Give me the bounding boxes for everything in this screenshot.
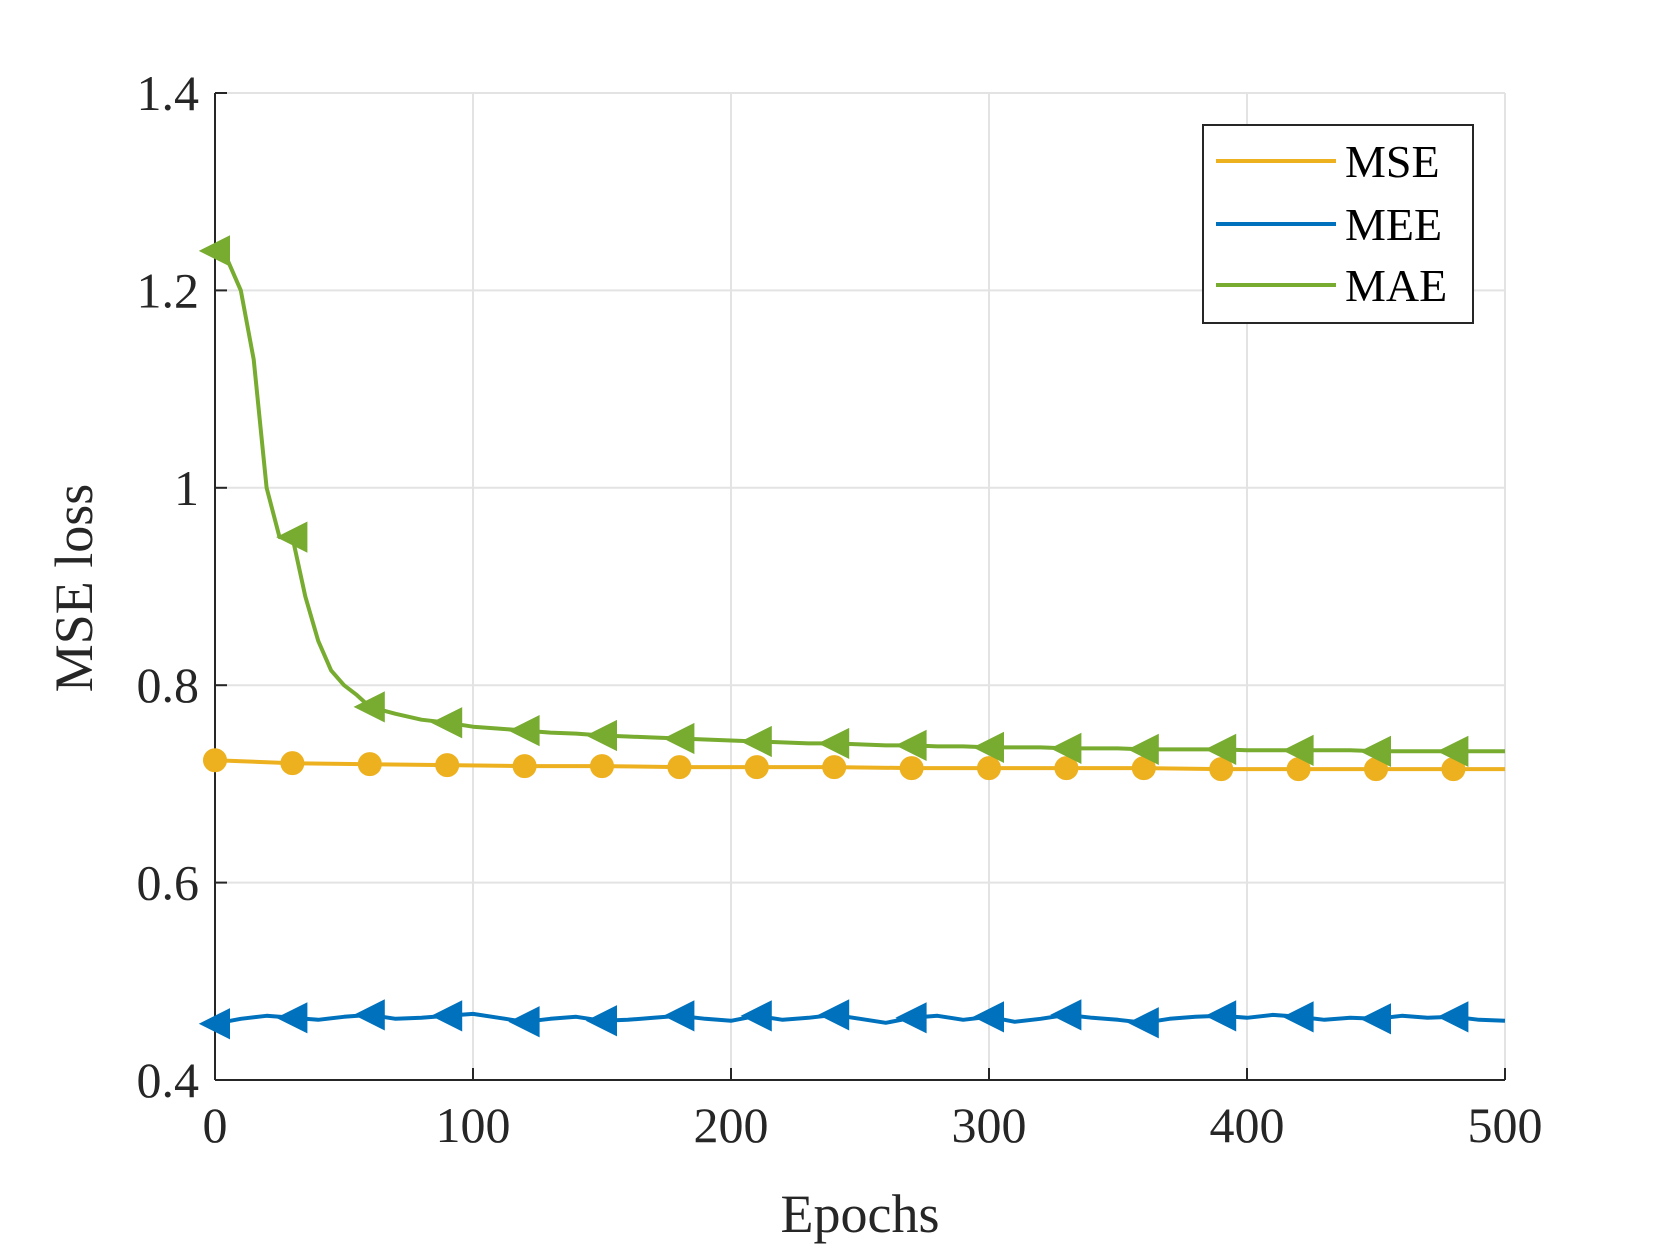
marker-mae xyxy=(1050,732,1082,764)
x-tick-label: 100 xyxy=(436,1097,511,1153)
series-line-mae xyxy=(213,249,1505,754)
x-tick-label: 0 xyxy=(203,1097,228,1153)
legend-label-mae: MAE xyxy=(1345,260,1447,311)
y-tick-label: 1.4 xyxy=(137,65,200,121)
marker-mse xyxy=(667,755,692,780)
marker-mee xyxy=(276,1002,308,1034)
marker-mee xyxy=(353,999,385,1031)
marker-mse xyxy=(590,754,614,779)
grid-lines xyxy=(215,92,1506,1080)
legend-label-mee: MEE xyxy=(1345,199,1442,250)
marker-mee xyxy=(1204,1000,1237,1032)
marker-mae xyxy=(1127,733,1159,765)
marker-mae xyxy=(353,691,385,723)
marker-mse xyxy=(977,756,1001,781)
marker-mae xyxy=(1359,735,1391,767)
marker-mae xyxy=(972,731,1004,763)
marker-mee xyxy=(1127,1007,1159,1039)
marker-mse xyxy=(822,755,847,780)
marker-mae xyxy=(663,722,695,755)
marker-mee xyxy=(430,1000,463,1032)
tick-labels: 0 100 200 300 400 500 0.4 0.6 0.8 1 1.2 1.4 xyxy=(137,65,1543,1153)
y-tick-label: 0.4 xyxy=(137,1052,200,1108)
marker-mse xyxy=(357,752,382,777)
y-tick-label: 1.2 xyxy=(137,262,200,318)
marker-mee xyxy=(740,1000,772,1032)
marker-mee xyxy=(1050,999,1082,1031)
marker-mae xyxy=(276,521,308,553)
marker-mse xyxy=(280,751,305,776)
y-tick-label: 0.8 xyxy=(137,657,200,713)
legend-label-mse: MSE xyxy=(1345,136,1440,187)
marker-mse xyxy=(1054,756,1079,781)
legend: MSE MEE MAE xyxy=(1202,124,1474,324)
marker-mae xyxy=(508,714,540,747)
marker-mee xyxy=(198,1008,230,1040)
marker-mee xyxy=(1437,1001,1469,1033)
y-tick-label: 0.6 xyxy=(137,855,200,911)
marker-mee xyxy=(663,1000,695,1032)
marker-mae xyxy=(817,727,850,760)
marker-mse xyxy=(744,755,769,780)
x-axis-title: Epochs xyxy=(781,1184,940,1244)
marker-mae xyxy=(1204,733,1237,765)
series-line-mse xyxy=(214,758,1505,772)
x-tick-label: 300 xyxy=(952,1097,1027,1153)
marker-mee xyxy=(508,1006,540,1038)
marker-mae xyxy=(895,729,927,762)
marker-mee xyxy=(895,1002,927,1034)
marker-mae xyxy=(198,235,230,267)
marker-mse xyxy=(512,754,537,779)
marker-mse xyxy=(1209,757,1234,782)
marker-mee xyxy=(585,1005,617,1037)
marker-mse xyxy=(899,756,924,781)
marker-mee xyxy=(1359,1003,1391,1035)
marker-mee xyxy=(817,999,850,1031)
marker-mse xyxy=(435,753,460,778)
marker-mae xyxy=(430,707,463,739)
x-tick-label: 400 xyxy=(1210,1097,1285,1153)
marker-mee xyxy=(972,1001,1004,1033)
y-tick-label: 1 xyxy=(174,460,199,516)
x-tick-label: 500 xyxy=(1468,1097,1543,1153)
marker-mae xyxy=(1437,735,1469,767)
marker-mae xyxy=(1282,734,1314,766)
marker-mae xyxy=(585,719,617,752)
series-markers xyxy=(198,235,1469,1040)
marker-mae xyxy=(740,725,772,758)
marker-mse xyxy=(203,748,227,773)
marker-mee xyxy=(1282,1001,1314,1033)
x-tick-label: 200 xyxy=(694,1097,769,1153)
y-axis-title: MSE loss xyxy=(44,484,104,693)
